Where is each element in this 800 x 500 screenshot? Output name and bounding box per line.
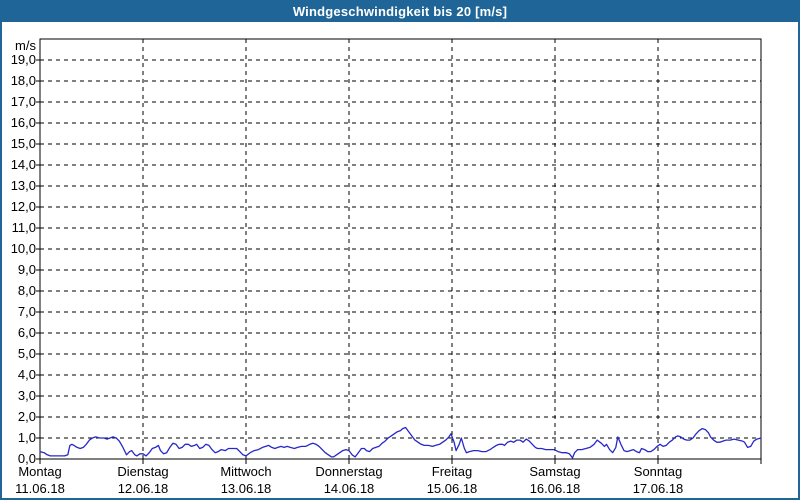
y-gridlines <box>40 59 761 439</box>
axis-ticks <box>36 59 762 464</box>
y-tick-label: 7,0 <box>18 304 36 319</box>
y-tick-label: 5,0 <box>18 346 36 361</box>
y-tick-label: 19,0 <box>11 52 36 67</box>
day-date-label: 12.06.18 <box>118 481 169 496</box>
page-title: Windgeschwindigkeit bis 20 [m/s] <box>292 3 508 19</box>
day-name-label: Mittwoch <box>220 464 271 479</box>
y-axis-labels: 0,0 1,0 2,0 3,0 4,0 5,0 6,0 7,0 8,0 9,0 10,0 11,0 12… <box>11 38 37 466</box>
day-date-label: 14.06.18 <box>324 481 375 496</box>
y-tick-label: 13,0 <box>11 178 36 193</box>
day-name-label: Samstag <box>529 464 580 479</box>
y-tick-label: 10,0 <box>11 241 36 256</box>
x-axis-labels: Montag 11.06.18 Dienstag 12.06.18 Mittwoch 13… <box>15 464 683 496</box>
day-name-label: Dienstag <box>117 464 168 479</box>
y-tick-label: 9,0 <box>18 262 36 277</box>
y-tick-label: 12,0 <box>11 199 36 214</box>
y-tick-label: 18,0 <box>11 73 36 88</box>
wind-speed-line <box>39 426 762 459</box>
day-date-label: 15.06.18 <box>427 481 478 496</box>
day-date-label: 16.06.18 <box>530 481 581 496</box>
y-tick-label: 16,0 <box>11 115 36 130</box>
title-bar: Windgeschwindigkeit bis 20 [m/s] <box>0 0 800 22</box>
y-tick-label: 14,0 <box>11 157 36 172</box>
y-tick-label: 6,0 <box>18 325 36 340</box>
x-gridlines <box>142 39 659 459</box>
y-tick-label: 8,0 <box>18 283 36 298</box>
y-tick-label: 15,0 <box>11 136 36 151</box>
day-date-label: 13.06.18 <box>221 481 272 496</box>
day-date-label: 11.06.18 <box>15 481 65 496</box>
day-date-label: 17.06.18 <box>633 481 684 496</box>
y-axis-unit-label: m/s <box>15 38 36 53</box>
day-name-label: Sonntag <box>634 464 682 479</box>
y-tick-label: 11,0 <box>12 220 36 235</box>
y-tick-label: 3,0 <box>18 388 36 403</box>
y-tick-label: 17,0 <box>11 94 36 109</box>
y-tick-label: 4,0 <box>18 367 36 382</box>
wind-speed-chart: 0,0 1,0 2,0 3,0 4,0 5,0 6,0 7,0 8,0 9,0 10,0 11,0 12… <box>11 38 762 496</box>
chart-area: 0,0 1,0 2,0 3,0 4,0 5,0 6,0 7,0 8,0 9,0 10,0 11,0 12… <box>0 22 800 500</box>
y-tick-label: 0,0 <box>18 451 36 466</box>
y-tick-label: 2,0 <box>18 409 36 424</box>
day-name-label: Montag <box>18 464 61 479</box>
day-name-label: Donnerstag <box>315 464 382 479</box>
day-name-label: Freitag <box>432 464 472 479</box>
y-tick-label: 1,0 <box>18 430 36 445</box>
